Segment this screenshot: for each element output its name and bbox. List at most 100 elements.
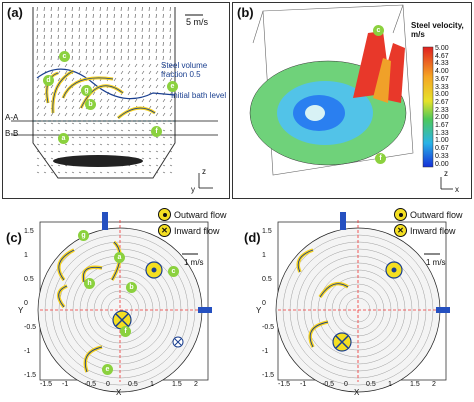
legend-outward-c: Outward flow [158, 208, 227, 221]
marker-c-f: f [120, 326, 131, 337]
panel-c: (c) Outward flow [2, 202, 232, 398]
marker-a-b: b [85, 99, 96, 110]
x-tick-label: -0.5 [84, 381, 97, 388]
colorbar-tick: 0.00 [435, 160, 449, 168]
marker-c-g: g [78, 230, 89, 241]
marker-a-g: g [81, 85, 92, 96]
colorbar-tick: 2.67 [435, 98, 449, 106]
colorbar-ticks: 5.00 4.67 4.33 4.00 3.67 3.33 3.00 2.67 2.33 2.00… [435, 45, 465, 169]
marker-b-c: c [373, 25, 384, 36]
section-bb-label: B-B [5, 129, 19, 138]
inward-flow-icon-d: ✕ [394, 224, 407, 237]
panel-a: (a) 5 m [2, 2, 230, 199]
panel-d-label: (d) [244, 230, 261, 245]
axis-x-label-b: x [455, 185, 459, 194]
panel-b-3d-view [249, 4, 453, 190]
y-tick-label: -1 [262, 348, 269, 355]
section-aa-label: A-A [5, 113, 19, 122]
x-tick-label: 0.5 [366, 381, 376, 388]
scale-label-d: 1 m/s [426, 258, 446, 267]
marker-c-h: h [84, 278, 95, 289]
ylabel-c: Y [18, 306, 24, 315]
y-tick-label: 0.5 [262, 276, 272, 283]
y-tick-label: 0 [24, 300, 28, 307]
legend-inward-label-d: Inward flow [410, 225, 456, 236]
y-tick-label: 1 [262, 252, 266, 259]
x-tick-label: 0 [344, 381, 348, 388]
x-tick-label: 1.5 [172, 381, 182, 388]
colorbar-tick: 4.33 [435, 60, 449, 68]
colorbar-tick: 1.33 [435, 129, 449, 137]
steel-fraction-label: Steel volume fraction 0.5 [161, 61, 208, 79]
y-tick-label: -1.5 [24, 372, 37, 379]
panel-c-plot [37, 212, 212, 393]
axis-z-label-b: z [444, 169, 448, 178]
colorbar-tick: 4.67 [435, 52, 449, 60]
x-tick-label: -1.5 [278, 381, 291, 388]
panel-d: (d) Outward flow ✕ Inward flow 1 m/s X [238, 202, 470, 398]
marker-b-f: f [375, 153, 386, 164]
axis-y-label: y [191, 185, 195, 194]
y-tick-label: -0.5 [24, 324, 37, 331]
panel-c-label: (c) [6, 230, 22, 245]
x-tick-label: 0 [106, 381, 110, 388]
colorbar-tick: 4.00 [435, 68, 449, 76]
scale-label-c: 1 m/s [184, 258, 204, 267]
marker-a-f: f [151, 126, 162, 137]
marker-a-d: d [43, 75, 54, 86]
y-tick-label: -0.5 [262, 324, 275, 331]
y-tick-label: 1.5 [262, 228, 272, 235]
colorbar-tick: 0.33 [435, 152, 449, 160]
panel-d-plot [275, 212, 450, 393]
colorbar-title: Steel velocity, m/s [411, 21, 464, 39]
marker-c-c: c [168, 266, 179, 277]
legend-outward-label: Outward flow [174, 209, 227, 220]
colorbar-tick: 3.00 [435, 91, 449, 99]
colorbar-tick: 2.00 [435, 114, 449, 122]
x-tick-label: -1 [300, 381, 307, 388]
axis-z-label: z [202, 167, 206, 176]
colorbar-tick: 0.67 [435, 145, 449, 153]
x-tick-label: 2 [194, 381, 198, 388]
marker-c-b: b [126, 282, 137, 293]
x-tick-label: -0.5 [322, 381, 335, 388]
colorbar-tick: 1.00 [435, 137, 449, 145]
x-tick-label: 2 [432, 381, 436, 388]
marker-a-a: a [58, 133, 69, 144]
panel-b: (b) Steel veloc [232, 2, 472, 199]
initial-bath-label: Initial bath level [171, 91, 227, 100]
ylabel-d: Y [256, 306, 262, 315]
panel-b-label: (b) [237, 5, 254, 20]
legend-outward-label-d: Outward flow [410, 209, 463, 220]
colorbar-tick: 5.00 [435, 45, 449, 52]
x-tick-label: 1.5 [410, 381, 420, 388]
outward-flow-icon [158, 208, 171, 221]
x-tick-label: 0.5 [128, 381, 138, 388]
x-tick-label: -1.5 [40, 381, 53, 388]
y-tick-label: -1 [24, 348, 31, 355]
y-tick-label: 1 [24, 252, 28, 259]
panel-a-scale-label: 5 m/s [186, 17, 209, 27]
x-tick-label: 1 [388, 381, 392, 388]
marker-c-a: a [114, 252, 125, 263]
xlabel-d: X [354, 388, 360, 397]
legend-inward-label: Inward flow [174, 225, 220, 236]
marker-a-c: c [59, 51, 70, 62]
legend-inward-d: ✕ Inward flow [394, 224, 456, 237]
panel-a-label: (a) [7, 5, 23, 20]
colorbar-tick: 3.67 [435, 75, 449, 83]
legend-outward-d: Outward flow [394, 208, 463, 221]
colorbar-tick: 1.67 [435, 122, 449, 129]
colorbar-tick: 2.33 [435, 106, 449, 114]
y-tick-label: 0.5 [24, 276, 34, 283]
legend-inward-c: ✕ Inward flow [158, 224, 220, 237]
marker-a-e: e [167, 81, 178, 92]
inward-flow-icon: ✕ [158, 224, 171, 237]
x-tick-label: 1 [150, 381, 154, 388]
x-tick-label: -1 [62, 381, 69, 388]
y-tick-label: 0 [262, 300, 266, 307]
colorbar-tick: 3.33 [435, 83, 449, 91]
outward-flow-icon-d [394, 208, 407, 221]
marker-c-e: e [102, 364, 113, 375]
xlabel-c: X [116, 388, 122, 397]
